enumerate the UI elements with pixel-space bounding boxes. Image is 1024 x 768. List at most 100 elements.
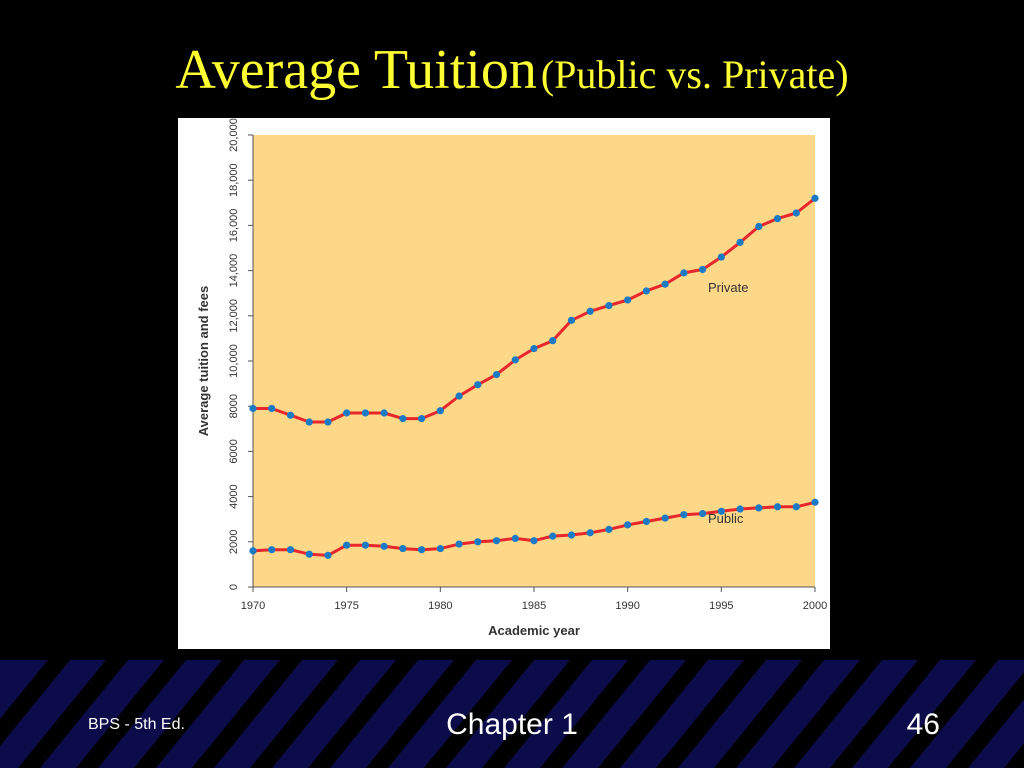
data-point-private [418,415,426,423]
data-point-public [661,514,669,522]
slide-title: Average Tuition (Public vs. Private) [0,38,1024,102]
data-point-private [717,253,725,261]
footer-stripe [18,660,128,768]
footer-stripe [598,660,708,768]
footer-stripe [540,660,650,768]
data-point-private [567,316,576,324]
data-point-public [549,532,557,540]
data-point-private [773,215,782,223]
footer-chapter: Chapter 1 [446,708,578,741]
data-point-public [792,503,800,511]
data-point-public [811,498,819,506]
title-sub: (Public vs. Private) [540,52,849,97]
x-tick-label: 1990 [615,600,639,612]
y-tick-label: 6000 [228,439,240,463]
y-tick-label: 12,000 [228,299,240,333]
data-point-private [492,370,501,379]
footer-stripe [250,660,360,768]
data-point-public [343,541,351,549]
data-point-public [773,503,782,511]
slide-number: 46 [906,708,940,741]
data-point-public [249,547,257,555]
footer-band [0,660,1024,768]
footer-stripe [366,660,476,768]
series-points [249,194,819,559]
data-point-public [455,540,463,548]
data-point-public [699,509,707,518]
data-point-public [474,538,482,546]
series-label-public: Public [708,511,744,526]
data-point-private [436,407,444,415]
y-tick-label: 2000 [228,530,240,554]
footer-stripe [772,660,882,768]
tuition-line-chart: 0 2000 4000 6000 8000 10,000 12,000 14,000 16,00… [196,118,827,638]
y-tick-label: 18,000 [228,163,240,197]
y-axis-label: Average tuition and fees [196,286,211,437]
data-point-private [361,409,369,417]
series-label-private: Private [708,280,748,295]
x-tick-label: 1980 [428,600,452,612]
footer-stripe [424,660,534,768]
y-tick-label: 14,000 [228,254,240,288]
data-point-public [380,542,388,550]
data-point-public [717,507,725,515]
data-point-private [380,409,388,417]
data-point-private [249,404,257,413]
data-point-private [605,302,613,310]
data-point-private [624,296,632,304]
footer-stripe [656,660,766,768]
data-point-private [642,287,650,295]
data-point-private [268,404,276,413]
footer-stripe [76,660,186,768]
data-point-private [736,238,744,246]
data-point-private [755,222,763,231]
footer-stripe [830,660,940,768]
data-point-public [642,517,650,526]
data-point-public [305,550,313,558]
data-point-private [549,337,557,345]
data-point-private [811,194,819,202]
data-point-public [361,541,369,549]
data-point-public [586,529,594,537]
data-point-private [305,418,313,426]
x-tick-label: 1970 [241,600,265,612]
data-point-public [567,531,576,539]
data-point-private [530,344,538,353]
data-point-public [680,511,688,519]
data-point-private [286,411,295,419]
y-axis-ticks: 0 2000 4000 6000 8000 10,000 12,000 14,000 16,00… [228,118,253,590]
y-tick-label: 0 [228,584,240,590]
footer-stripe [308,660,418,768]
data-point-private [511,356,519,364]
footer-stripes [0,660,1024,768]
data-point-private [792,209,800,217]
footer-edition: BPS - 5th Ed. [88,716,185,733]
data-point-private [680,269,688,277]
x-tick-label: 1985 [522,600,546,612]
data-point-public [736,505,744,513]
x-axis-label: Academic year [488,623,580,638]
data-point-public [268,546,276,554]
footer-stripe [482,660,592,768]
title-main: Average Tuition [175,39,537,101]
footer-stripe [714,660,824,768]
data-point-public [605,525,613,533]
y-tick-label: 4000 [228,484,240,508]
data-point-public [418,546,426,554]
data-point-public [492,537,501,545]
footer-stripe [192,660,302,768]
data-point-public [530,537,538,545]
y-tick-label: 10,000 [228,344,240,378]
footer-stripe [134,660,244,768]
data-point-public [755,504,763,512]
data-point-private [455,392,463,400]
data-point-public [436,544,444,553]
data-point-private [343,409,351,417]
data-point-public [286,546,295,554]
chart-frame: 0 2000 4000 6000 8000 10,000 12,000 14,000 16,00… [178,118,830,649]
y-tick-label: 16,000 [228,209,240,243]
y-tick-label: 8000 [228,394,240,418]
data-point-private [586,307,594,315]
x-axis-ticks: 1970 1975 1980 1985 1990 1995 2000 [241,587,827,612]
data-point-public [624,521,632,529]
